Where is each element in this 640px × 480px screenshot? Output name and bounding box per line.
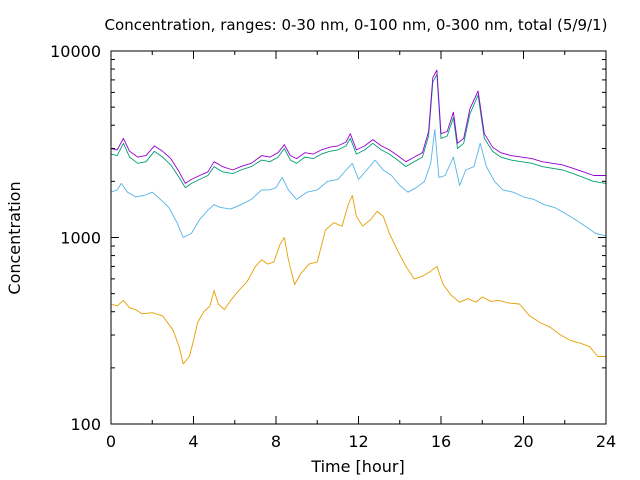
series-group xyxy=(110,69,607,365)
x-tick-label: 12 xyxy=(348,432,368,451)
y-tick-label: 100 xyxy=(70,415,101,434)
series-line-3 xyxy=(110,73,607,189)
ticks-group: 0 4 8 12 16 20 24 100 1000 10000 xyxy=(50,42,616,451)
x-axis-label: Time [hour] xyxy=(310,457,404,476)
x-tick-label: 20 xyxy=(513,432,533,451)
x-tick-label: 8 xyxy=(271,432,281,451)
x-tick-label: 16 xyxy=(431,432,451,451)
y-tick-label: 10000 xyxy=(50,42,101,61)
plot-frame xyxy=(110,50,607,425)
y-axis-label: Concentration xyxy=(5,181,24,294)
x-tick-label: 24 xyxy=(596,432,616,451)
x-tick-label: 4 xyxy=(188,432,198,451)
x-tick-label: 0 xyxy=(106,432,116,451)
y-tick-label: 1000 xyxy=(60,229,101,248)
series-line-2 xyxy=(110,128,607,238)
series-line-1 xyxy=(110,195,607,365)
chart-title: Concentration, ranges: 0-30 nm, 0-100 nm… xyxy=(105,16,608,34)
series-line-4 xyxy=(110,69,607,184)
